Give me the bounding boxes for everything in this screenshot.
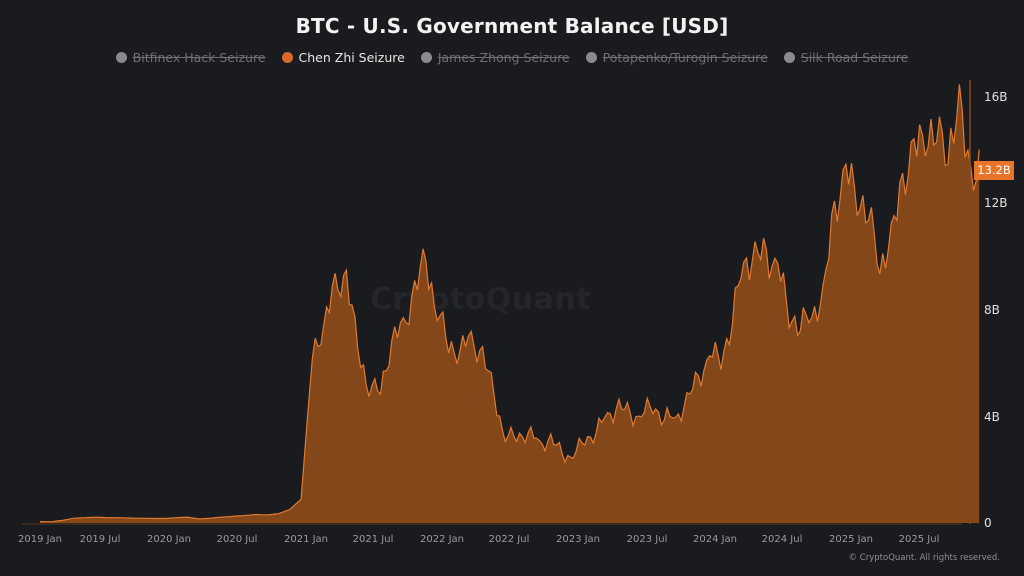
x-tick: 2021 Jan: [283, 534, 329, 545]
legend-dot-icon: [783, 52, 795, 63]
copyright-notice: © CryptoQuant. All rights reserved.: [848, 553, 1000, 563]
y-tick: 4B: [984, 410, 1000, 424]
area-series: [40, 84, 980, 524]
x-tick: 2021 Jul: [352, 534, 394, 545]
y-tick: 8B: [984, 303, 1000, 317]
x-tick: 2019 Jan: [17, 534, 63, 545]
legend-item-chen-zhi[interactable]: Chen Zhi Seizure: [281, 50, 405, 65]
legend-item-potapenko[interactable]: Potapenko/Turogin Seizure: [585, 50, 768, 65]
x-tick: 2023 Jul: [626, 534, 668, 545]
area-series-line: [40, 84, 980, 523]
current-value-label: 13.2B: [974, 161, 1014, 180]
x-tick: 2020 Jul: [216, 534, 258, 545]
x-tick: 2023 Jan: [555, 534, 601, 545]
x-tick: 2024 Jan: [692, 534, 738, 545]
y-tick: 12B: [984, 196, 1008, 210]
x-tick: 2025 Jan: [828, 534, 874, 545]
x-tick: 2019 Jul: [79, 534, 121, 545]
legend-dot-icon: [420, 52, 432, 63]
y-tick: 16B: [984, 90, 1008, 104]
legend: Bitfinex Hack Seizure Chen Zhi Seizure J…: [0, 50, 1024, 65]
x-tick: 2025 Jul: [898, 534, 940, 545]
chart-title: BTC - U.S. Government Balance [USD]: [295, 14, 729, 38]
legend-item-james-zhong[interactable]: James Zhong Seizure: [420, 50, 570, 65]
x-tick: 2022 Jan: [419, 534, 465, 545]
watermark: CryptoQuant: [370, 282, 592, 317]
legend-item-silk-road[interactable]: Silk Road Seizure: [783, 50, 908, 65]
x-tick: 2024 Jul: [761, 534, 803, 545]
legend-dot-icon: [115, 52, 127, 63]
x-tick: 2020 Jan: [146, 534, 192, 545]
legend-dot-icon: [281, 52, 293, 63]
legend-item-bitfinex[interactable]: Bitfinex Hack Seizure: [115, 50, 266, 65]
legend-dot-icon: [585, 52, 597, 63]
y-tick: 0: [984, 516, 992, 530]
x-tick: 2022 Jul: [488, 534, 530, 545]
